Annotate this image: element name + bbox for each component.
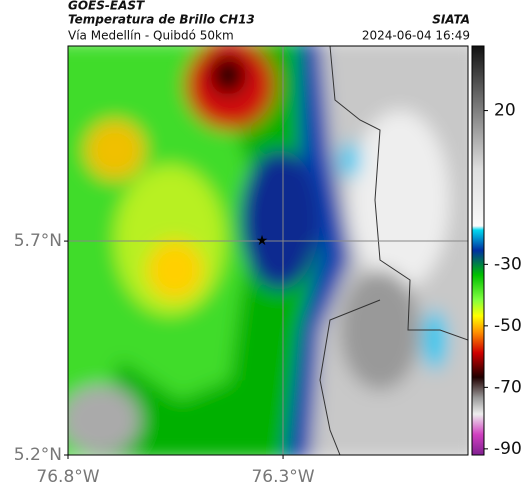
y-tick-label: 5.7°N <box>14 231 62 251</box>
x-tick-label: 76.3°W <box>251 467 314 487</box>
y-tick-label: 5.2°N <box>14 445 62 465</box>
subtitle: Temperatura de Brillo CH13 <box>68 13 255 27</box>
colorbar-tick-label: -30 <box>494 254 522 274</box>
colorbar-tick-label: 20 <box>494 101 516 121</box>
colorbar <box>471 45 485 456</box>
title: GOES-EAST <box>68 0 145 13</box>
svg-text:★: ★ <box>256 233 269 249</box>
colorbar-tick-label: -50 <box>494 316 522 336</box>
timestamp: 2024-06-04 16:49 <box>362 29 470 43</box>
colorbar-tick-label: -70 <box>494 377 522 397</box>
satellite-image: ★ <box>68 46 468 455</box>
route: Vía Medellín - Quibdó 50km <box>68 29 234 43</box>
source: SIATA <box>432 13 470 27</box>
x-tick-label: 76.8°W <box>36 467 99 487</box>
colorbar-tick-label: -90 <box>494 439 522 459</box>
map-frame <box>67 45 469 456</box>
